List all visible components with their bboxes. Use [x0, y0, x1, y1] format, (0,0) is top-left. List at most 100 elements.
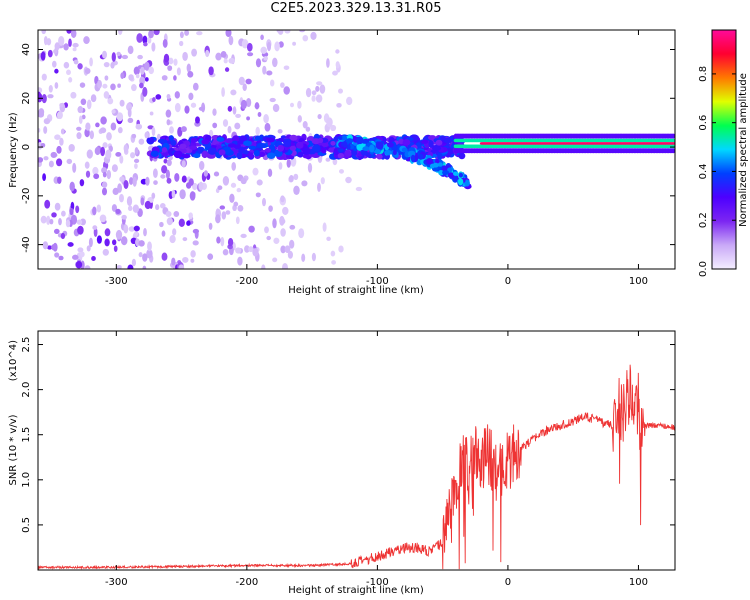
spectrogram-cell	[289, 224, 296, 230]
spectrogram-cell	[240, 177, 247, 185]
spectrogram-cell	[83, 36, 90, 45]
spectrogram-cell	[88, 237, 93, 248]
spectrogram-cell	[225, 30, 232, 38]
spectrogram-cell	[148, 66, 154, 75]
spectrogram-cell	[386, 141, 394, 148]
spectrogram-cell	[168, 57, 174, 65]
spectrogram-cell	[47, 94, 54, 99]
spectrogram-cell	[161, 75, 168, 81]
spectrogram-cell	[115, 229, 123, 240]
snr-x-axis: -300 -200 -100 0 100	[105, 331, 648, 588]
spectrogram-cell	[127, 264, 134, 269]
spectrogram-cell	[195, 116, 200, 124]
spectrogram-cell	[231, 161, 237, 171]
spectrogram-cell	[220, 50, 227, 58]
spectrogram-cell	[38, 108, 45, 116]
spectrogram-cell	[260, 46, 267, 54]
spectrogram-cell	[338, 135, 343, 141]
spectrogram-cell	[144, 131, 149, 139]
spectrogram-cell	[41, 30, 47, 35]
spectrogram-cell	[248, 145, 257, 150]
spectrogram-cell	[138, 138, 145, 145]
spectrogram-cell	[190, 102, 197, 108]
spectrogram-cell	[85, 170, 91, 178]
spectrogram-cell	[230, 182, 237, 188]
spectrogram-cell	[72, 42, 79, 48]
spectrogram-cell	[222, 175, 230, 186]
spectrogram-cell	[254, 135, 262, 141]
snr-y-scale-label: (x10^4)	[8, 340, 19, 381]
spectrogram-cell	[355, 186, 363, 192]
spectrogram-cell	[120, 236, 128, 246]
spectrogram-cell	[360, 150, 368, 156]
spectrogram-cell	[289, 134, 298, 141]
spectrogram-cell	[331, 260, 337, 265]
spectrogram-cell	[297, 115, 302, 123]
spectrogram-cell	[43, 118, 51, 125]
spectrogram-cell	[146, 249, 153, 259]
spectrogram-cell	[53, 228, 60, 235]
spectrogram-cell	[447, 172, 455, 178]
spectrogram-cell	[247, 52, 254, 57]
spectrogram-cell	[255, 58, 262, 68]
spectrogram-cell	[112, 187, 119, 196]
spectrogram-cell	[272, 218, 277, 229]
spectrogram-cell	[161, 252, 168, 261]
spectrogram-cell	[43, 35, 48, 46]
spectrogram-cell	[86, 99, 92, 110]
spectrogram-cell	[133, 225, 140, 232]
spectrogram-cell	[217, 185, 223, 190]
spectrogram-cell	[266, 41, 272, 52]
spectrogram-cell	[151, 126, 156, 137]
spectrogram-cell	[138, 252, 143, 258]
spectrogram-cell	[402, 139, 411, 146]
spectrogram-cell	[192, 240, 199, 246]
spectrogram-cell	[301, 253, 306, 262]
spectrogram-cell	[245, 78, 252, 85]
spectrogram-cell	[142, 86, 148, 97]
spectrogram-cell	[140, 197, 145, 206]
spectrogram-cell	[40, 51, 46, 61]
spectrogram-cell	[42, 241, 49, 250]
spectrogram-cell	[53, 49, 58, 54]
spectrogram-cell	[205, 49, 210, 58]
spectrogram-cell	[50, 151, 58, 158]
spectrogram-cell	[269, 97, 276, 103]
spectrogram-cell	[227, 237, 234, 247]
spectrogram-cell	[101, 167, 108, 174]
spectrogram-cell	[269, 79, 275, 87]
spectrogram-cell	[131, 258, 137, 267]
spectrogram-cell	[435, 139, 443, 146]
spectrogram-cell	[283, 141, 292, 148]
spectrogram-cell	[225, 210, 231, 215]
spectrogram-cell	[248, 246, 254, 253]
spectrogram-cell	[54, 82, 59, 89]
spectrogram-cell	[243, 140, 252, 147]
y-tick-label: 20	[21, 92, 32, 105]
spectrogram-cell	[168, 135, 174, 142]
y-tick-label: 2.0	[21, 382, 32, 398]
spectrogram-cell	[192, 82, 199, 91]
spectrogram-cell	[236, 187, 242, 193]
spectrogram-cell	[312, 144, 321, 152]
x-tick-label: 0	[505, 577, 511, 588]
spectrogram-cell	[73, 59, 79, 65]
spectrogram-cell	[336, 102, 342, 108]
spectrogram-cell	[76, 132, 82, 140]
colorbar-tick-label: 0.6	[698, 115, 709, 131]
spectrogram-cell	[134, 230, 139, 237]
spectrogram-cell	[115, 208, 121, 215]
spectrogram-cell	[320, 177, 325, 185]
spectrogram-cell	[432, 146, 442, 151]
spectrogram-cell	[215, 208, 220, 215]
y-tick-label: 1.0	[21, 472, 32, 488]
spectrogram-cell	[54, 42, 60, 51]
spectrogram-cell	[240, 99, 247, 110]
spectrogram-cell	[181, 153, 191, 159]
spectrogram-cell	[179, 143, 187, 150]
spectrogram-cell	[44, 199, 51, 209]
spectrogram-cell	[282, 206, 289, 215]
spectrogram-cell	[166, 217, 173, 226]
spectrogram-cell	[46, 215, 51, 226]
spectrogram-cell	[218, 149, 226, 156]
